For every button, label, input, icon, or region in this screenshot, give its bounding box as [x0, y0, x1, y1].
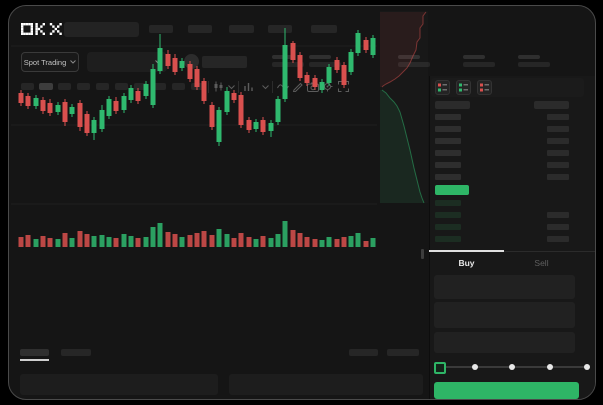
- okx-logo: [21, 23, 62, 35]
- amount-input[interactable]: [434, 302, 575, 328]
- ticker-stat-value: [272, 62, 304, 67]
- bid-row-price[interactable]: [435, 236, 461, 242]
- timeframe-button[interactable]: [21, 83, 34, 90]
- timeframe-button[interactable]: [96, 83, 109, 90]
- timeframe-button[interactable]: [58, 83, 71, 90]
- pair-name-placeholder: [202, 56, 247, 68]
- bids-book-icon[interactable]: [456, 80, 471, 95]
- ask-row-amount[interactable]: [547, 114, 569, 120]
- orders-action[interactable]: [387, 349, 419, 356]
- search-input[interactable]: [64, 22, 139, 37]
- ask-row-amount[interactable]: [547, 150, 569, 156]
- ticker-stat-label: [398, 55, 420, 59]
- bid-row-price[interactable]: [435, 224, 461, 230]
- ticker-stat-value: [309, 62, 341, 67]
- candlestick-chart[interactable]: [9, 6, 429, 256]
- timeframe-button[interactable]: [115, 83, 128, 90]
- slider-step-dot[interactable]: [584, 364, 590, 370]
- tabbar-divider: [429, 251, 595, 252]
- ask-row-price[interactable]: [435, 126, 461, 132]
- ask-row-amount[interactable]: [547, 174, 569, 180]
- price-input[interactable]: [434, 275, 575, 299]
- last-price-bar[interactable]: [435, 185, 469, 195]
- nav-item[interactable]: [268, 25, 292, 33]
- buy-submit-button[interactable]: [434, 382, 579, 399]
- ask-row-amount[interactable]: [547, 138, 569, 144]
- timeframe-button[interactable]: [77, 83, 90, 90]
- book-column-header: [534, 101, 569, 109]
- indicator-bars-icon[interactable]: [243, 81, 254, 92]
- orders-tab-underline: [20, 359, 49, 361]
- nav-item[interactable]: [311, 25, 337, 33]
- slider-step-dot[interactable]: [509, 364, 515, 370]
- tab-buy[interactable]: Buy: [458, 258, 475, 268]
- orders-table-panel: [229, 374, 423, 395]
- draw-pencil-icon[interactable]: [292, 81, 303, 92]
- ticker-stat-label: [309, 55, 331, 59]
- orders-tab-active[interactable]: [20, 349, 49, 356]
- book-column-header: [435, 101, 470, 109]
- market-type-selector[interactable]: Spot Trading: [21, 52, 79, 72]
- chevron-down-icon: [70, 60, 77, 64]
- toolbar-divider: [238, 81, 239, 93]
- ticker-stat-value: [463, 62, 495, 67]
- orders-table-panel: [20, 374, 218, 395]
- ticker-stat-label: [518, 55, 540, 59]
- chevron-down-icon[interactable]: [228, 85, 235, 90]
- ticker-stat-label: [463, 55, 485, 59]
- slider-step-dot[interactable]: [472, 364, 478, 370]
- buy-tab-indicator: [429, 250, 504, 252]
- nav-item[interactable]: [229, 25, 254, 33]
- toolbar-divider: [272, 81, 273, 93]
- timeframe-button[interactable]: [134, 83, 147, 90]
- candle-type-icon[interactable]: [213, 81, 224, 92]
- bid-row-amount[interactable]: [547, 236, 569, 242]
- app-window: Spot Trading: [8, 5, 596, 400]
- ask-row-price[interactable]: [435, 138, 461, 144]
- bid-row-price[interactable]: [435, 200, 461, 206]
- bid-row-amount[interactable]: [547, 212, 569, 218]
- market-type-label: Spot Trading: [23, 57, 67, 67]
- toolbar-divider: [208, 81, 209, 93]
- bid-row-amount[interactable]: [547, 224, 569, 230]
- ticker-stat-value: [518, 62, 550, 67]
- asks-book-icon[interactable]: [477, 80, 492, 95]
- book-view-toolbar: [431, 78, 584, 97]
- chevron-down-icon[interactable]: [262, 85, 269, 90]
- ask-row-price[interactable]: [435, 162, 461, 168]
- combined-book-icon[interactable]: [435, 80, 450, 95]
- timeframe-button[interactable]: [153, 83, 166, 90]
- ask-row-price[interactable]: [435, 150, 461, 156]
- timeframe-button[interactable]: [172, 83, 185, 90]
- nav-item[interactable]: [188, 25, 212, 33]
- ticker-stat-value: [398, 62, 430, 67]
- orders-tab[interactable]: [61, 349, 91, 356]
- ask-row-amount[interactable]: [547, 126, 569, 132]
- ask-row-price[interactable]: [435, 114, 461, 120]
- total-input[interactable]: [434, 332, 575, 353]
- timeframe-button-active[interactable]: [39, 83, 53, 90]
- slider-step-dot[interactable]: [547, 364, 553, 370]
- orders-action[interactable]: [349, 349, 378, 356]
- ask-row-price[interactable]: [435, 174, 461, 180]
- depth-scroll-handle[interactable]: [421, 249, 424, 259]
- slider-handle[interactable]: [434, 362, 446, 374]
- nav-item[interactable]: [149, 25, 173, 33]
- tab-sell[interactable]: Sell: [534, 258, 549, 268]
- bid-row-price[interactable]: [435, 212, 461, 218]
- ask-row-amount[interactable]: [547, 162, 569, 168]
